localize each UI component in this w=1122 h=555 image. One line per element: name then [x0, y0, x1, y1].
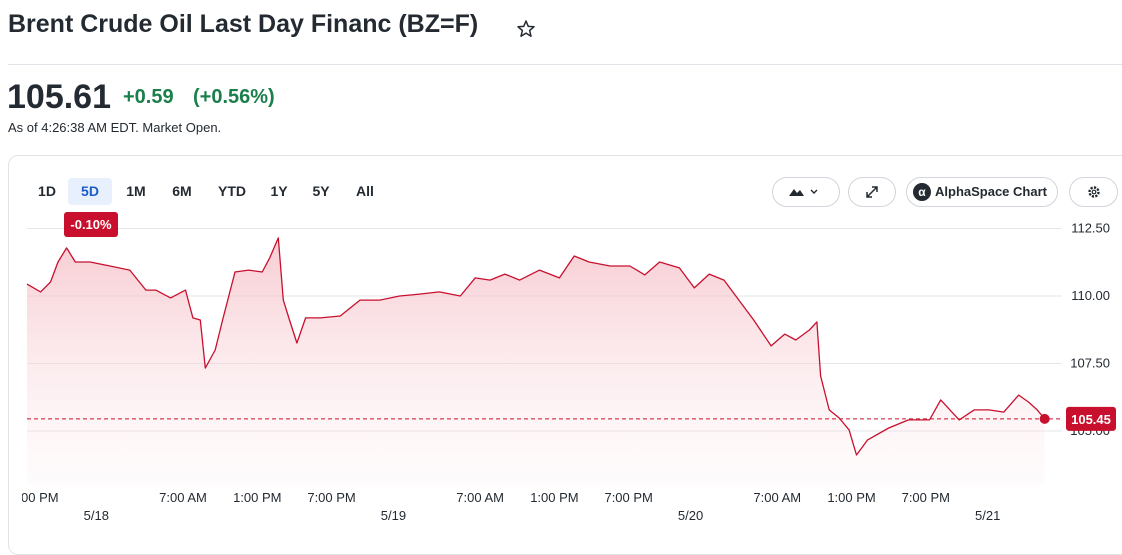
- page-title: Brent Crude Oil Last Day Financ (BZ=F): [8, 10, 479, 38]
- price: 105.61: [7, 78, 111, 116]
- range-button[interactable]: 6M: [172, 183, 192, 199]
- range-button[interactable]: All: [356, 183, 374, 199]
- range-button[interactable]: 1D: [38, 183, 56, 199]
- date-tick-label: 5/19: [381, 508, 406, 523]
- x-tick-label: 7:00 PM: [307, 490, 355, 505]
- x-tick-label: 7:00 PM: [604, 490, 652, 505]
- date-tick-label: 5/20: [678, 508, 703, 523]
- x-tick-label: 7:00 AM: [456, 490, 504, 505]
- range-change-label: -0.10%: [70, 217, 112, 232]
- x-tick-label: 1:00 PM: [530, 490, 578, 505]
- range-button[interactable]: YTD: [218, 183, 246, 199]
- price-change-percent: (+0.56%): [193, 86, 275, 108]
- x-tick-label: 7:00 PM: [10, 490, 58, 505]
- date-tick-label: 5/18: [84, 508, 109, 523]
- fullscreen-icon: [866, 186, 878, 198]
- fullscreen-button[interactable]: [848, 177, 896, 207]
- date-tick-label: 5/21: [975, 508, 1000, 523]
- y-tick-label: 107.50: [1070, 356, 1110, 371]
- alphaspace-icon: α: [913, 183, 931, 201]
- chart-type-icon: [789, 189, 818, 196]
- x-tick-label: 7:00 PM: [902, 490, 950, 505]
- alphaspace-button[interactable]: α AlphaSpace Chart: [906, 177, 1058, 207]
- range-button[interactable]: 1M: [126, 183, 146, 199]
- x-tick-label: 1:00 PM: [827, 490, 875, 505]
- range-change-badge: [64, 212, 118, 237]
- current-price-tag: [1066, 406, 1116, 431]
- chart-type-button[interactable]: [772, 177, 840, 207]
- y-tick-label: 110.00: [1071, 288, 1110, 303]
- x-tick-label: 7:00 AM: [159, 490, 207, 505]
- price-line: [26, 237, 1046, 456]
- range-button[interactable]: 5D: [68, 178, 112, 205]
- watchlist-star[interactable]: [516, 19, 536, 39]
- settings-button[interactable]: [1069, 177, 1118, 207]
- alphaspace-label: AlphaSpace Chart: [935, 184, 1047, 199]
- range-button[interactable]: 1Y: [270, 183, 288, 199]
- current-price-label: 105.45: [1071, 412, 1111, 427]
- page: {"header": {"title": "Brent Crude Oil La…: [7, 10, 1122, 555]
- range-button[interactable]: 5Y: [312, 183, 330, 199]
- price-area: [27, 237, 1045, 485]
- y-tick-label: 112.50: [1071, 221, 1110, 236]
- x-tick-label: 1:00 PM: [233, 490, 281, 505]
- timestamp: As of 4:26:38 AM EDT. Market Open.: [8, 120, 222, 135]
- price-change: +0.59: [123, 86, 174, 108]
- settings-icon: [1088, 186, 1100, 198]
- divider: [8, 64, 1122, 65]
- x-tick-label: 7:00 AM: [753, 490, 801, 505]
- svg-text:α: α: [918, 185, 926, 199]
